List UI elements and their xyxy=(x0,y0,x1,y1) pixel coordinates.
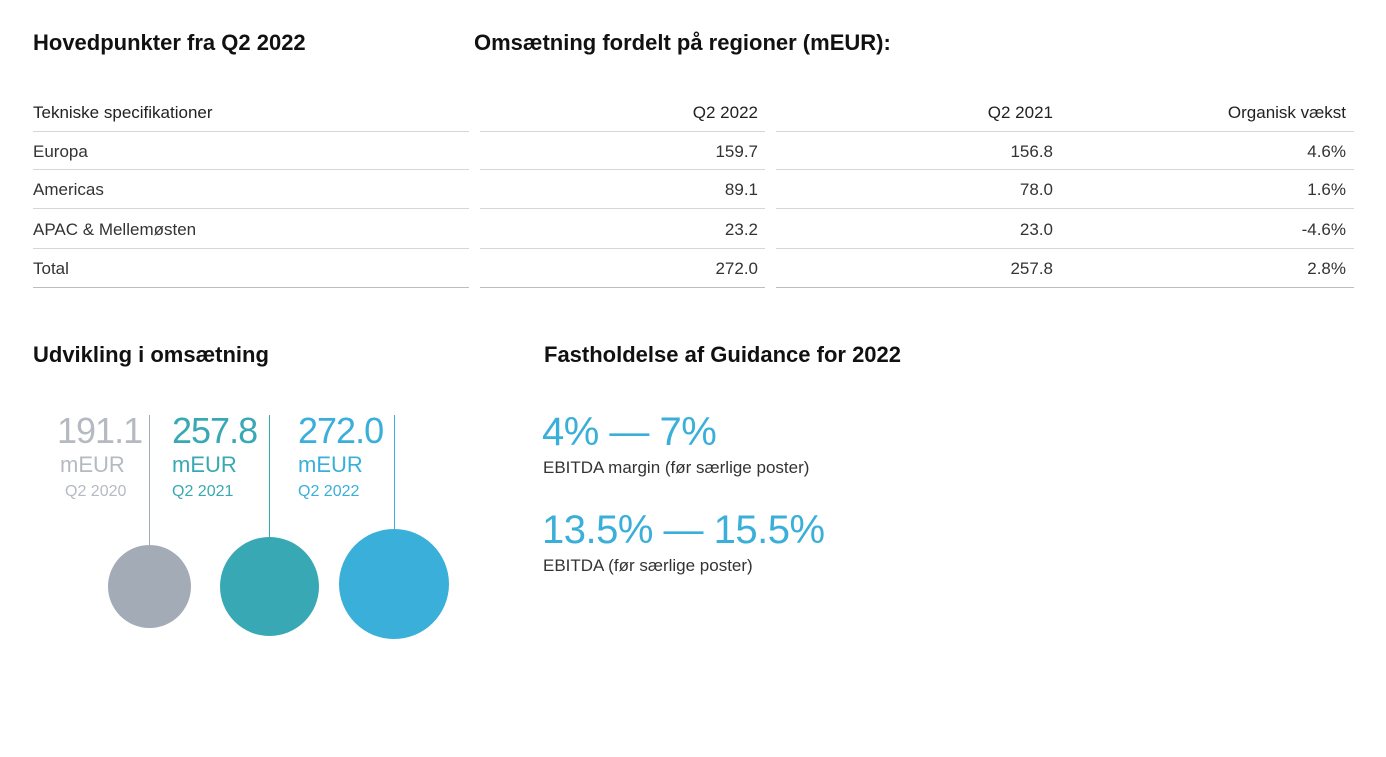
table-header-q2-2021: Q2 2021 xyxy=(987,103,1053,122)
table-cell-growth: 1.6% xyxy=(1307,180,1346,199)
development-connector xyxy=(394,415,395,529)
development-period: Q2 2020 xyxy=(65,483,127,500)
highlights-title: Hovedpunkter fra Q2 2022 xyxy=(33,30,306,55)
table-cell-region: Europa xyxy=(33,142,88,161)
guidance-title: Fastholdelse af Guidance for 2022 xyxy=(544,342,902,367)
table-divider xyxy=(480,131,765,132)
table-header-q2-2022: Q2 2022 xyxy=(692,103,758,122)
development-value-q2-2020: 191.1 xyxy=(57,410,143,451)
development-connector xyxy=(269,415,270,537)
table-divider xyxy=(776,208,1354,209)
development-circle-q2-2022 xyxy=(339,529,449,639)
development-period: Q2 2022 xyxy=(298,483,360,500)
development-circle-q2-2021 xyxy=(220,537,319,636)
table-divider xyxy=(776,248,1354,249)
table-cell-region: Total xyxy=(33,259,69,278)
table-divider xyxy=(480,208,765,209)
table-header-organic-growth: Organisk vækst xyxy=(1227,103,1346,122)
guidance-label-ebitda: EBITDA (før særlige poster) xyxy=(543,556,753,575)
table-divider xyxy=(480,248,765,249)
table-cell-q2-2022: 89.1 xyxy=(724,180,758,199)
table-cell-q2-2022: 159.7 xyxy=(715,142,758,161)
table-cell-q2-2022: 23.2 xyxy=(724,220,758,239)
development-connector xyxy=(149,415,150,545)
table-divider xyxy=(33,208,469,209)
table-cell-q2-2021: 23.0 xyxy=(1019,220,1053,239)
development-circle-q2-2020 xyxy=(108,545,191,628)
table-divider xyxy=(480,287,765,288)
table-divider xyxy=(33,287,469,288)
table-cell-growth: 4.6% xyxy=(1307,142,1346,161)
table-cell-q2-2022: 272.0 xyxy=(715,259,758,278)
table-cell-q2-2021: 78.0 xyxy=(1019,180,1053,199)
table-divider xyxy=(33,248,469,249)
table-cell-growth: 2.8% xyxy=(1307,259,1346,278)
table-cell-region: APAC & Mellemøsten xyxy=(33,220,197,239)
development-period: Q2 2021 xyxy=(172,483,234,500)
development-unit: mEUR xyxy=(60,452,125,477)
table-cell-q2-2021: 156.8 xyxy=(1010,142,1053,161)
table-divider xyxy=(33,131,469,132)
table-cell-growth: -4.6% xyxy=(1301,220,1346,239)
table-divider xyxy=(776,169,1354,170)
development-value-q2-2022: 272.0 xyxy=(298,410,384,451)
table-header-spec: Tekniske specifikationer xyxy=(33,103,213,122)
table-cell-region: Americas xyxy=(33,180,104,199)
development-unit: mEUR xyxy=(298,452,363,477)
guidance-range-ebitda: 13.5% — 15.5% xyxy=(542,508,825,552)
development-title: Udvikling i omsætning xyxy=(33,342,269,367)
table-divider xyxy=(776,131,1354,132)
development-value-q2-2021: 257.8 xyxy=(172,410,258,451)
guidance-label-ebitda-margin: EBITDA margin (før særlige poster) xyxy=(543,458,810,477)
table-divider xyxy=(776,287,1354,288)
table-divider xyxy=(480,169,765,170)
table-cell-q2-2021: 257.8 xyxy=(1010,259,1053,278)
table-divider xyxy=(33,169,469,170)
guidance-range-ebitda-margin: 4% — 7% xyxy=(542,410,717,454)
revenue-table-title: Omsætning fordelt på regioner (mEUR): xyxy=(474,30,891,55)
development-unit: mEUR xyxy=(172,452,237,477)
